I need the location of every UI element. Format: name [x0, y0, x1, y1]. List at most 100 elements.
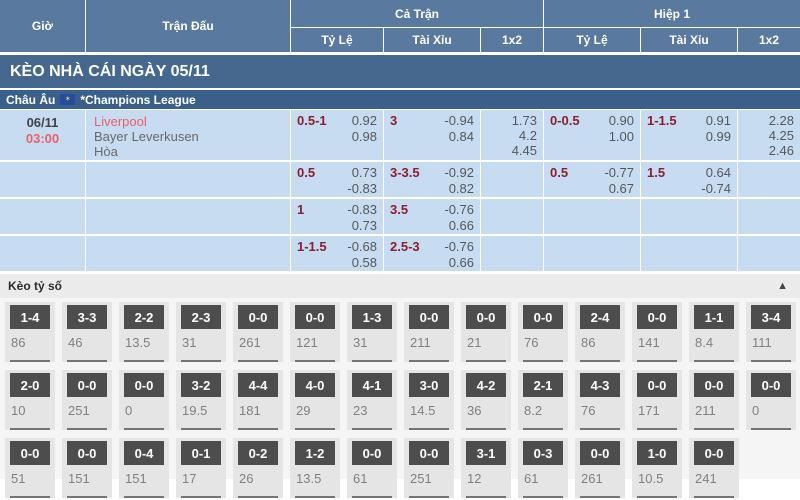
score-odds-cell[interactable]: 4-4 181: [233, 370, 283, 430]
odds-value[interactable]: 0.73: [351, 165, 377, 180]
odds-value[interactable]: 2.28: [768, 113, 794, 128]
odds-value[interactable]: -0.77: [604, 165, 634, 180]
score-odds-cell[interactable]: 0-2 26: [233, 438, 283, 498]
score-odds-cell[interactable]: 0-0 251: [404, 438, 454, 498]
score-odds-cell[interactable]: 0-0 151: [62, 438, 112, 498]
ft-handicap-odds[interactable]: 1 -0.83 0.73: [291, 199, 383, 234]
correct-score-header[interactable]: Kèo tỷ số ▲: [0, 274, 800, 298]
header-h1-over-under: Tài Xỉu: [641, 28, 737, 52]
score-odds-cell[interactable]: 1-1 8.4: [689, 302, 739, 362]
odds-value[interactable]: 0.91: [705, 113, 731, 128]
score-odds-cell[interactable]: 2-4 86: [575, 302, 625, 362]
score-odds-cell[interactable]: 1-3 31: [347, 302, 397, 362]
ft-handicap-odds[interactable]: 1-1.5 -0.68 0.58: [291, 236, 383, 271]
odds-value[interactable]: 4.45: [511, 143, 537, 158]
odds-value[interactable]: 0.84: [448, 129, 474, 144]
ft-over-under-odds[interactable]: 3.5 -0.76 0.66: [384, 199, 480, 234]
odds-value[interactable]: 0.73: [351, 218, 377, 233]
odds-value[interactable]: 0.58: [351, 255, 377, 270]
score-odds-cell[interactable]: 0-0 0: [746, 370, 796, 430]
h1-1x2-odds[interactable]: 2.28 4.25 2.46: [738, 110, 800, 160]
score-odds-cell[interactable]: 4-2 36: [461, 370, 511, 430]
alt-odds-row: 1 -0.83 0.73 3.5 -0.76 0.66: [0, 199, 800, 234]
odds-value[interactable]: -0.68: [347, 239, 377, 254]
score-odds-cell[interactable]: 0-3 61: [518, 438, 568, 498]
score-odds-cell[interactable]: 3-1 12: [461, 438, 511, 498]
score-odds-cell[interactable]: 2-1 8.2: [518, 370, 568, 430]
score-odds-cell[interactable]: 3-3 46: [62, 302, 112, 362]
odds-value[interactable]: 0.66: [448, 255, 474, 270]
collapse-icon[interactable]: ▲: [777, 280, 788, 292]
odds-value[interactable]: -0.76: [444, 239, 474, 254]
score-odds-cell[interactable]: 2-0 10: [5, 370, 55, 430]
score-odds-cell[interactable]: 0-0 261: [233, 302, 283, 362]
league-bar[interactable]: Châu Âu ✶ *Champions League: [0, 90, 800, 109]
odds-value[interactable]: 1.73: [511, 113, 537, 128]
score-odds-cell[interactable]: 0-0 61: [347, 438, 397, 498]
score-odds-cell[interactable]: 4-3 76: [575, 370, 625, 430]
h1-handicap-odds[interactable]: 0-0.5 0.90 1.00: [544, 110, 640, 160]
score-odds-cell[interactable]: 0-0 21: [461, 302, 511, 362]
odds-value[interactable]: -0.83: [347, 202, 377, 217]
cell-underline: [124, 360, 164, 362]
away-team[interactable]: Bayer Leverkusen: [94, 129, 199, 144]
score-odds-cell[interactable]: 0-0 241: [689, 438, 739, 498]
score-odds-cell[interactable]: 0-0 76: [518, 302, 568, 362]
odds-value[interactable]: 2.46: [768, 143, 794, 158]
odds-value[interactable]: -0.74: [701, 181, 731, 196]
score-label: 0-0: [409, 305, 449, 329]
odds-value[interactable]: 0.99: [705, 129, 731, 144]
ft-handicap-odds[interactable]: 0.5 0.73 -0.83: [291, 162, 383, 197]
h1-over-under-odds[interactable]: 1.5 0.64 -0.74: [641, 162, 737, 197]
score-odds-cell[interactable]: 0-0 251: [62, 370, 112, 430]
score-label: 0-0: [10, 441, 50, 465]
score-odds-cell[interactable]: 1-0 10.5: [632, 438, 682, 498]
odds-value[interactable]: 0.67: [608, 181, 634, 196]
score-odds-cell[interactable]: 0-0 51: [5, 438, 55, 498]
odds-value[interactable]: 0.98: [351, 129, 377, 144]
score-odds-cell[interactable]: 1-4 86: [5, 302, 55, 362]
score-odds-cell[interactable]: 2-3 31: [176, 302, 226, 362]
score-odds-cell[interactable]: 0-0 211: [689, 370, 739, 430]
h1-over-under-odds[interactable]: 1-1.5 0.91 0.99: [641, 110, 737, 160]
odds-value[interactable]: 0.64: [705, 165, 731, 180]
odds-value[interactable]: -0.83: [347, 181, 377, 196]
date-banner: KÈO NHÀ CÁI NGÀY 05/11: [0, 55, 800, 88]
odds-value[interactable]: 0.92: [351, 113, 377, 128]
score-odds-cell[interactable]: 4-1 23: [347, 370, 397, 430]
score-odds-cell[interactable]: 0-0 211: [404, 302, 454, 362]
ft-1x2-odds[interactable]: 1.73 4.2 4.45: [481, 110, 543, 160]
odds-value[interactable]: -0.92: [444, 165, 474, 180]
score-odds-cell[interactable]: 0-0 171: [632, 370, 682, 430]
score-odds-cell[interactable]: 0-4 151: [119, 438, 169, 498]
ft-handicap-odds[interactable]: 0.5-1 0.92 0.98: [291, 110, 383, 160]
odds-value[interactable]: 0.82: [448, 181, 474, 196]
score-odds-cell[interactable]: 3-0 14.5: [404, 370, 454, 430]
odds-value[interactable]: -0.76: [444, 202, 474, 217]
odds-value[interactable]: -0.94: [444, 113, 474, 128]
score-odds-cell[interactable]: 1-2 13.5: [290, 438, 340, 498]
handicap-line: 0.5: [550, 165, 569, 180]
odds-value[interactable]: 0.90: [608, 113, 634, 128]
ft-over-under-odds[interactable]: 3 -0.94 0.84: [384, 110, 480, 160]
match-teams-cell[interactable]: Liverpool Bayer Leverkusen Hòa: [86, 110, 290, 160]
cell-underline: [352, 360, 392, 362]
score-odds-cell[interactable]: 0-0 261: [575, 438, 625, 498]
ft-over-under-odds[interactable]: 2.5-3 -0.76 0.66: [384, 236, 480, 271]
home-team[interactable]: Liverpool: [94, 114, 147, 129]
odds-value[interactable]: 1.00: [608, 129, 634, 144]
score-odds-cell[interactable]: 3-2 19.5: [176, 370, 226, 430]
score-odds-cell[interactable]: 2-2 13.5: [119, 302, 169, 362]
score-odds-cell[interactable]: 0-0 141: [632, 302, 682, 362]
odds-value[interactable]: 4.2: [518, 128, 537, 143]
h1-handicap-odds[interactable]: 0.5 -0.77 0.67: [544, 162, 640, 197]
score-odds-value: 19.5: [182, 403, 208, 418]
score-odds-cell[interactable]: 0-0 121: [290, 302, 340, 362]
ft-over-under-odds[interactable]: 3-3.5 -0.92 0.82: [384, 162, 480, 197]
odds-value[interactable]: 0.66: [448, 218, 474, 233]
score-odds-cell[interactable]: 3-4 111: [746, 302, 796, 362]
score-odds-cell[interactable]: 0-1 17: [176, 438, 226, 498]
score-odds-cell[interactable]: 0-0 0: [119, 370, 169, 430]
odds-value[interactable]: 4.25: [768, 128, 794, 143]
score-odds-cell[interactable]: 4-0 29: [290, 370, 340, 430]
